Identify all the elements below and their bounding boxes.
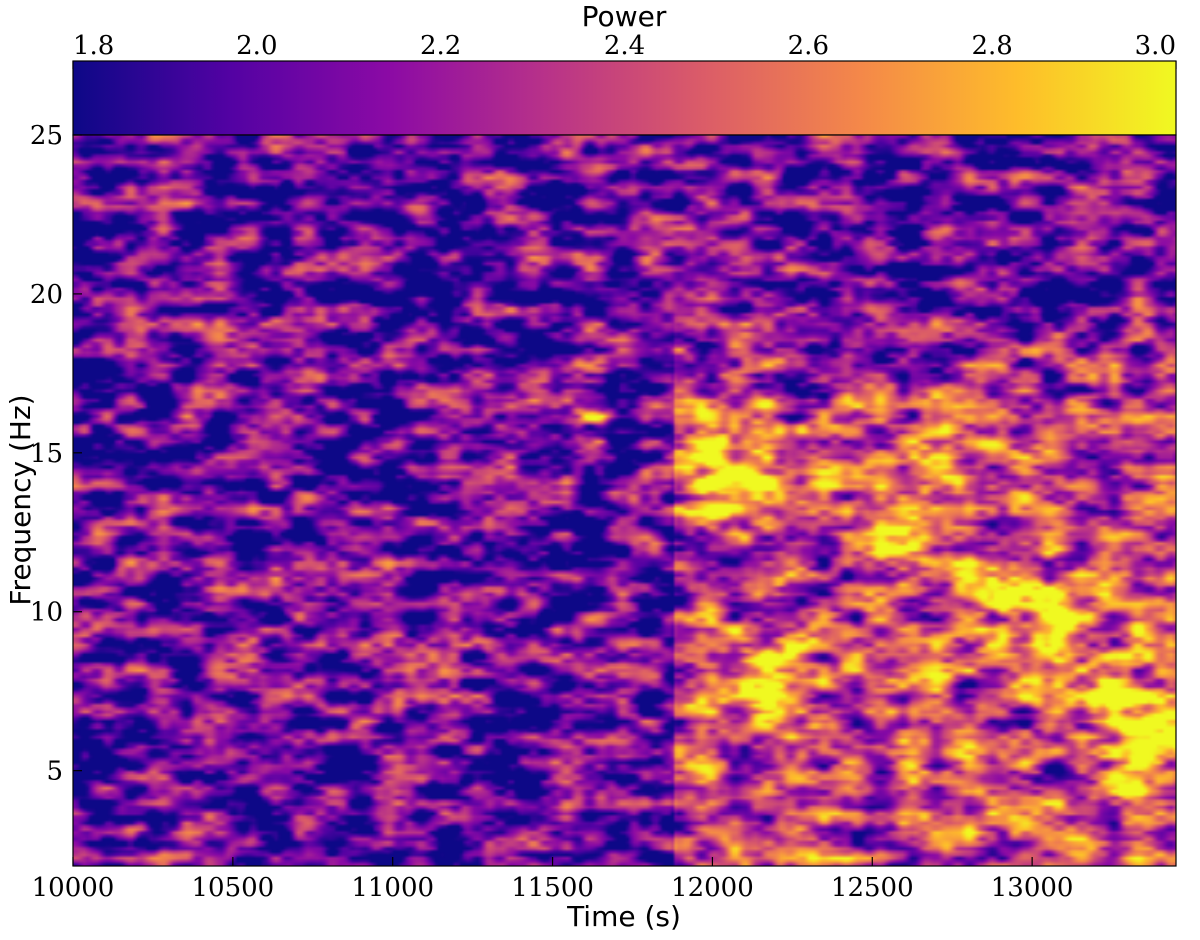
colorbar-tick-labels: 1.8 2.0 2.2 2.4 2.6 2.8 3.0 — [72, 31, 1177, 69]
y-tick-label: 20 — [30, 280, 63, 310]
y-axis-ticks: 5 10 15 20 25 — [30, 121, 82, 787]
y-tick-label: 15 — [30, 439, 63, 469]
colorbar-tick-label: 2.0 — [236, 31, 277, 61]
heatmap-image — [73, 135, 1176, 866]
x-tick-label: 12500 — [831, 873, 914, 903]
x-tick-label: 10000 — [32, 873, 115, 903]
x-tick-label: 11500 — [511, 873, 594, 903]
x-axis-label: Time (s) — [566, 900, 681, 933]
x-tick-label: 13000 — [991, 873, 1074, 903]
x-tick-label: 11000 — [351, 873, 434, 903]
colorbar-tick-label: 1.8 — [73, 31, 114, 61]
colorbar — [72, 60, 1177, 136]
plot-frame — [72, 134, 1177, 867]
colorbar-label: Power — [582, 0, 667, 33]
x-tick-label: 12000 — [671, 873, 754, 903]
x-tick-label: 10500 — [191, 873, 274, 903]
y-tick-label: 5 — [46, 757, 63, 787]
colorbar-tick-label: 2.6 — [788, 31, 829, 61]
x-axis-ticks: 10000 10500 11000 11500 12000 12500 13000 — [32, 857, 1074, 903]
colorbar-tick-label: 2.2 — [420, 31, 461, 61]
y-tick-label: 10 — [30, 598, 63, 628]
heatmap-plot-area — [73, 135, 1176, 866]
colorbar-tick-label: 2.8 — [971, 31, 1012, 61]
colorbar-tick-label: 2.4 — [604, 31, 645, 61]
colorbar-tick-label: 3.0 — [1135, 31, 1176, 61]
y-tick-label: 25 — [30, 121, 63, 151]
y-axis-label: Frequency (Hz) — [4, 394, 37, 605]
